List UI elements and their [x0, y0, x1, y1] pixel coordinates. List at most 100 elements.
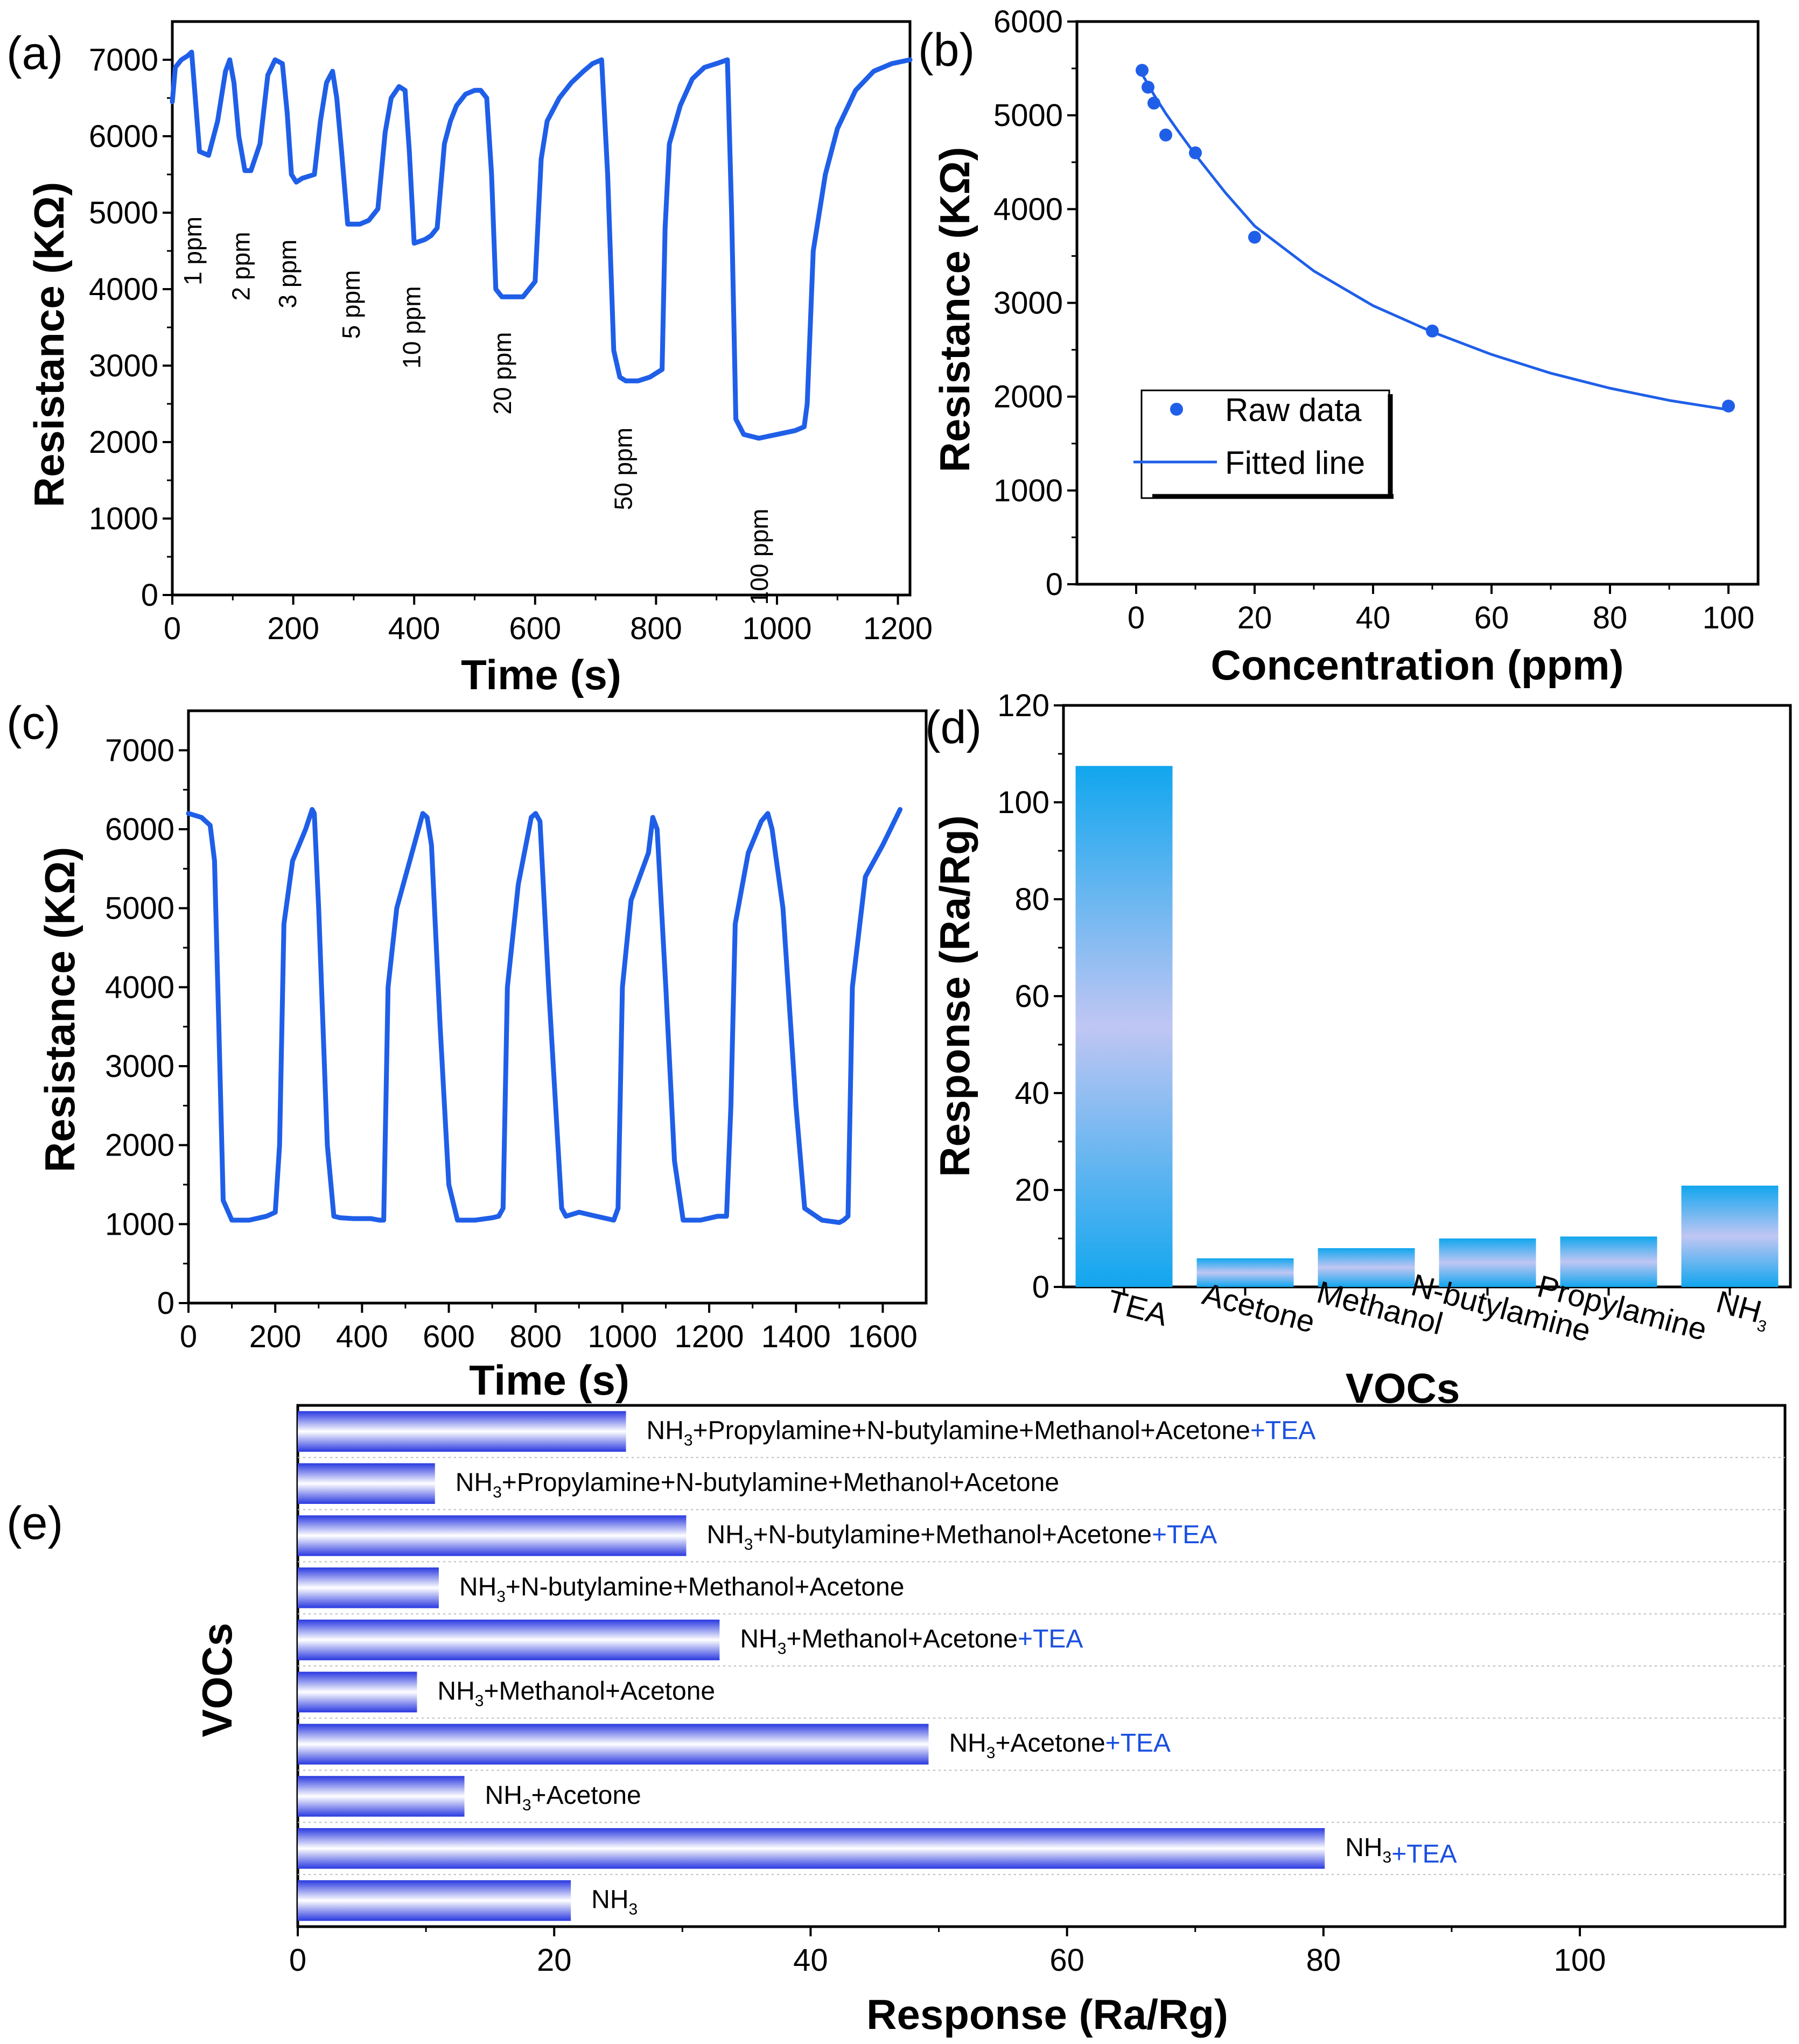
panel-a-annotation: 3 ppm — [274, 240, 302, 309]
panel-e-bar-label: NH3+TEA — [1345, 1833, 1457, 1868]
panel-a-annotation: 5 ppm — [337, 270, 365, 339]
panel-c-ytick-label: 3000 — [105, 1049, 174, 1084]
panel-a-xtick-label: 800 — [630, 611, 682, 646]
panel-c-ytick-label: 1000 — [105, 1207, 174, 1242]
panel-d-ytick-label: 80 — [1014, 882, 1049, 917]
panel-e-bar — [298, 1619, 720, 1661]
panel-a-xtick-label: 400 — [388, 611, 440, 646]
panel-b-xtick-label: 20 — [1237, 600, 1272, 635]
panel-b-data-point — [1722, 400, 1735, 413]
panel-c-xtick-label: 200 — [249, 1319, 302, 1354]
panel-a-annotation: 2 ppm — [227, 232, 255, 300]
panel-b-xtick-label: 40 — [1356, 600, 1391, 635]
panel-b-xtick-label: 0 — [1128, 600, 1145, 635]
panel-a-annotation: 50 ppm — [609, 428, 637, 510]
panel-b-xtick-label: 80 — [1593, 600, 1628, 635]
panel-b: (b) 0 1000 2000 3000 4000 5000 6000 0 20 40 60 80 100… — [918, 4, 1760, 689]
panel-b-legend-fit: Fitted line — [1225, 445, 1365, 481]
panel-d-ytick-label: 0 — [1032, 1270, 1049, 1305]
panel-c-ytick-label: 4000 — [105, 970, 174, 1005]
panel-b-legend-marker — [1170, 403, 1183, 416]
panel-c-xtick-label: 800 — [509, 1319, 562, 1354]
panel-e-bar-label: NH3+Acetone — [485, 1781, 641, 1814]
panel-b-ytick-label: 1000 — [993, 473, 1063, 508]
panel-d-ytick-label: 40 — [1014, 1076, 1049, 1111]
panel-b-xtick-label: 60 — [1474, 600, 1509, 635]
panel-e-xlabel: Response (Ra/Rg) — [866, 1991, 1228, 2038]
panel-e-xtick-label: 80 — [1306, 1943, 1341, 1978]
panel-b-ytick-label: 3000 — [993, 286, 1063, 321]
panel-e-xtick-label: 20 — [537, 1943, 572, 1978]
panel-d-ylabel: Response (Ra/Rg) — [931, 815, 978, 1177]
panel-e-bar-label: NH3+Methanol+Acetone+TEA — [740, 1625, 1083, 1658]
panel-c-frame — [187, 709, 928, 1305]
panel-a-xtick-label: 200 — [267, 611, 319, 646]
panel-a-xtick-label: 1000 — [742, 611, 811, 646]
panel-e-xtick-label: 40 — [793, 1943, 828, 1978]
panel-e-bar — [298, 1411, 626, 1452]
panel-b-ytick-label: 5000 — [993, 98, 1063, 133]
panel-b-data-point — [1142, 80, 1154, 94]
panel-e-xtick-label: 60 — [1049, 1943, 1084, 1978]
panel-a-xtick-label: 0 — [164, 611, 181, 646]
panel-d-category-label: NH3 — [1712, 1284, 1774, 1336]
panel-a-ylabel: Resistance (KΩ) — [25, 182, 73, 507]
panel-a-ytick-label: 0 — [141, 578, 158, 613]
panel-b-ytick-label: 0 — [1046, 567, 1063, 602]
panel-d-bar — [1318, 1248, 1415, 1287]
panel-d-frame — [1062, 704, 1792, 1289]
panel-d-bar — [1075, 766, 1173, 1287]
panel-d-xlabel: VOCs — [1346, 1364, 1460, 1412]
panel-c-ytick-label: 5000 — [105, 891, 174, 926]
panel-e-bar — [298, 1776, 465, 1817]
panel-e-bar-label: NH3+Propylamine+N-butylamine+Methanol+Ac… — [456, 1468, 1059, 1501]
panel-b-data-point — [1147, 96, 1160, 110]
panel-a-xtick-label: 1200 — [863, 611, 933, 646]
panel-a-xlabel: Time (s) — [461, 651, 621, 698]
panel-e-bar — [298, 1724, 929, 1765]
panel-e-xtick-label: 100 — [1554, 1943, 1606, 1978]
panel-d-ytick-label: 20 — [1014, 1173, 1049, 1208]
panel-b-frame — [1075, 20, 1760, 586]
panel-c-label: (c) — [6, 697, 60, 749]
panel-d-ytick-label: 120 — [997, 688, 1049, 723]
panel-c-xtick-label: 0 — [180, 1319, 197, 1354]
panel-e-bar — [298, 1828, 1325, 1869]
panel-c-xtick-label: 1400 — [761, 1319, 831, 1354]
panel-b-data-point — [1189, 146, 1202, 159]
panel-a-ytick-label: 2000 — [89, 425, 158, 460]
panel-c: (c) 0 1000 2000 3000 4000 5000 6000 7000 0 200 400 6… — [6, 697, 928, 1404]
panel-c-ytick-label: 0 — [157, 1286, 174, 1321]
panel-e: (e) 0 20 40 60 80 100 NH3+Propylamine+N-butylam… — [6, 1404, 1787, 2038]
panel-a-annotation: 20 ppm — [488, 332, 516, 414]
panel-a-ytick-label: 4000 — [89, 272, 158, 307]
panel-d-bar — [1439, 1238, 1536, 1287]
panel-d-label: (d) — [925, 702, 982, 753]
panel-b-fitted-line — [1140, 73, 1730, 411]
panel-b-ytick-label: 2000 — [993, 380, 1063, 415]
panel-e-bar — [298, 1515, 687, 1556]
panel-d-ytick-label: 60 — [1014, 979, 1049, 1014]
panel-d-bar — [1196, 1258, 1294, 1287]
panel-e-label: (e) — [6, 1497, 63, 1549]
panel-b-legend-raw: Raw data — [1225, 392, 1362, 428]
panel-b-ytick-label: 6000 — [993, 4, 1063, 39]
panel-e-bar — [298, 1463, 435, 1504]
panel-b-data-point — [1159, 128, 1172, 142]
panel-e-bar — [298, 1880, 571, 1921]
panel-e-bar — [298, 1567, 439, 1608]
panel-e-bar-label: NH3+N-butylamine+Methanol+Acetone+TEA — [706, 1521, 1217, 1553]
panel-d-bar — [1560, 1236, 1657, 1287]
panel-a: (a) 0 1000 2000 3000 4000 5000 6000 7000 0 200 400 6… — [6, 20, 933, 698]
panel-a-annotation: 1 ppm — [179, 216, 207, 285]
panel-e-bar-label: NH3+Propylamine+N-butylamine+Methanol+Ac… — [647, 1416, 1316, 1449]
panel-a-frame — [171, 20, 912, 597]
panel-a-ytick-label: 6000 — [89, 119, 158, 154]
panel-a-xtick-label: 600 — [509, 611, 561, 646]
panel-e-xtick-label: 0 — [289, 1943, 306, 1978]
panel-c-xlabel: Time (s) — [469, 1356, 629, 1404]
panel-b-data-point — [1248, 230, 1261, 244]
panel-c-xtick-label: 1600 — [848, 1319, 918, 1354]
